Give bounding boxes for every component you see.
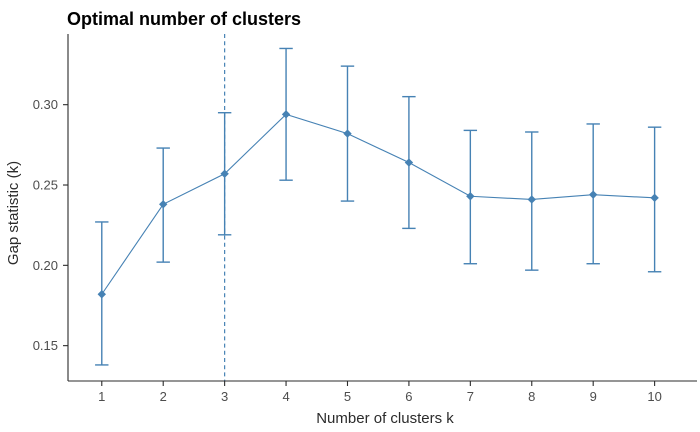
y-tick-label: 0.25 (33, 178, 58, 193)
x-tick-label: 7 (467, 389, 474, 404)
x-tick-label: 8 (528, 389, 535, 404)
data-point (650, 193, 659, 203)
x-tick-label: 4 (282, 389, 289, 404)
x-tick-label: 1 (98, 389, 105, 404)
data-point (97, 290, 106, 299)
y-axis-label: Gap statistic (k) (5, 161, 22, 265)
data-point (281, 110, 291, 119)
x-axis-label: Number of clusters k (316, 410, 454, 427)
x-tick-label: 2 (160, 389, 167, 404)
x-tick-label: 9 (590, 389, 597, 404)
x-tick-label: 6 (405, 389, 412, 404)
data-point (159, 200, 168, 209)
data-point (404, 158, 414, 167)
axes: 0.15 0.20 0.25 0.30 1 2 3 4 5 6 7 8 9 10 (33, 34, 697, 404)
chart-title: Optimal number of clusters (67, 9, 301, 29)
gap-statistic-line (101, 113, 655, 295)
data-point (343, 129, 352, 138)
x-tick-label: 5 (344, 389, 351, 404)
data-point (527, 195, 536, 204)
data-point (588, 190, 598, 199)
data-point (220, 169, 229, 178)
y-tick-label: 0.30 (33, 97, 58, 112)
x-tick-label: 3 (221, 389, 228, 404)
data-point (466, 192, 475, 201)
x-tick-label: 10 (647, 389, 661, 404)
y-tick-label: 0.15 (33, 338, 58, 353)
y-tick-label: 0.20 (33, 258, 58, 273)
plot-area: 0.15 0.20 0.25 0.30 1 2 3 4 5 6 7 8 9 10 (33, 34, 697, 404)
